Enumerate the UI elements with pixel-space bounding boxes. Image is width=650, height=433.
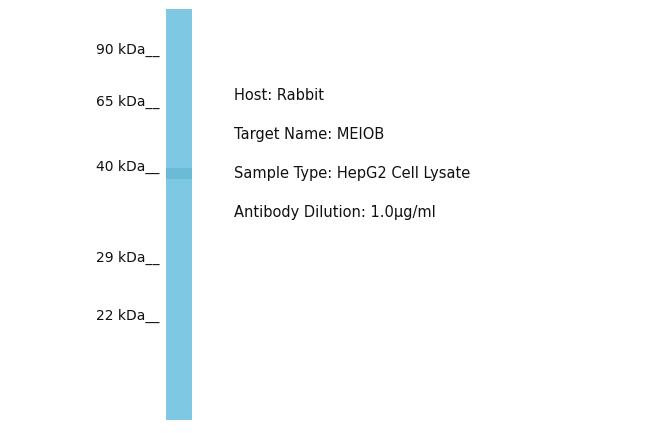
Text: 65 kDa__: 65 kDa__ [96, 95, 159, 109]
Text: Antibody Dilution: 1.0μg/ml: Antibody Dilution: 1.0μg/ml [234, 205, 436, 220]
Bar [166, 168, 192, 178]
Bar [166, 9, 192, 420]
Text: Host: Rabbit: Host: Rabbit [234, 88, 324, 103]
Text: 29 kDa__: 29 kDa__ [96, 251, 159, 265]
Text: 90 kDa__: 90 kDa__ [96, 43, 159, 57]
Text: 22 kDa__: 22 kDa__ [96, 309, 159, 323]
Text: Sample Type: HepG2 Cell Lysate: Sample Type: HepG2 Cell Lysate [234, 166, 470, 181]
Text: Target Name: MEIOB: Target Name: MEIOB [234, 127, 384, 142]
Text: 40 kDa__: 40 kDa__ [96, 160, 159, 174]
